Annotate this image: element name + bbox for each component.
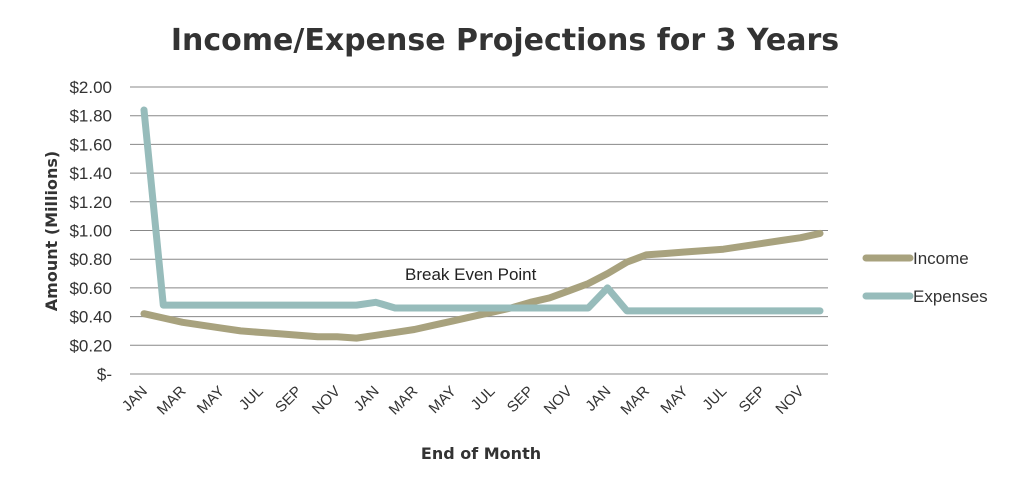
income-legend-label: Income (913, 249, 969, 268)
y-axis-title: Amount (Millions) (42, 151, 61, 311)
x-tick-label: MAY (426, 383, 460, 417)
y-tick-label: $1.60 (69, 135, 112, 154)
y-tick-label: $0.20 (69, 336, 112, 355)
y-tick-label: $1.40 (69, 164, 112, 183)
income-series-line (140, 229, 824, 342)
x-tick-label: SEP (736, 383, 769, 416)
x-tick-label: NOV (541, 383, 576, 418)
annotations: Break Even Point (405, 265, 537, 284)
x-tick-label: JUL (468, 383, 499, 414)
x-tick-label: SEP (504, 383, 537, 416)
x-tick-label: MAR (617, 383, 653, 419)
legend: Income Expenses (862, 249, 988, 306)
x-tick-label: MAY (194, 383, 228, 417)
y-tick-label: $2.00 (69, 78, 112, 97)
x-tick-label: JUL (699, 383, 730, 414)
series-lines (140, 106, 824, 342)
x-tick-label: MAY (657, 383, 691, 417)
y-tick-label: $0.80 (69, 250, 112, 269)
expenses-series-line (140, 106, 824, 315)
y-tick-label: $1.20 (69, 193, 112, 212)
x-tick-label: NOV (773, 383, 808, 418)
gridlines (130, 86, 828, 375)
y-tick-label: $- (97, 365, 112, 384)
x-tick-label: JUL (236, 383, 267, 414)
y-tick-label: $0.40 (69, 308, 112, 327)
expenses-legend-label: Expenses (913, 287, 988, 306)
y-tick-label: $0.60 (69, 279, 112, 298)
x-tick-label: NOV (309, 383, 344, 418)
x-tick-label: SEP (272, 383, 305, 416)
x-tick-label: MAR (386, 383, 422, 419)
x-tick-label: JAN (582, 383, 614, 415)
y-axis-ticks: $- $0.20 $0.40 $0.60 $0.80 $1.00 $1.20 $1.40 $1.… (69, 78, 112, 384)
y-tick-label: $1.80 (69, 107, 112, 126)
x-axis-title: End of Month (421, 444, 541, 463)
x-tick-label: JAN (119, 383, 151, 415)
x-tick-label: MAR (154, 383, 190, 419)
x-axis-ticks: JAN MAR MAY JUL SEP NOV JAN MAR MAY JUL SEP NOV JAN M… (119, 383, 808, 419)
chart-title: Income/Expense Projections for 3 Years (171, 23, 839, 58)
y-tick-label: $1.00 (69, 222, 112, 241)
annotation-label: Break Even Point (405, 265, 537, 284)
x-tick-label: JAN (351, 383, 383, 415)
